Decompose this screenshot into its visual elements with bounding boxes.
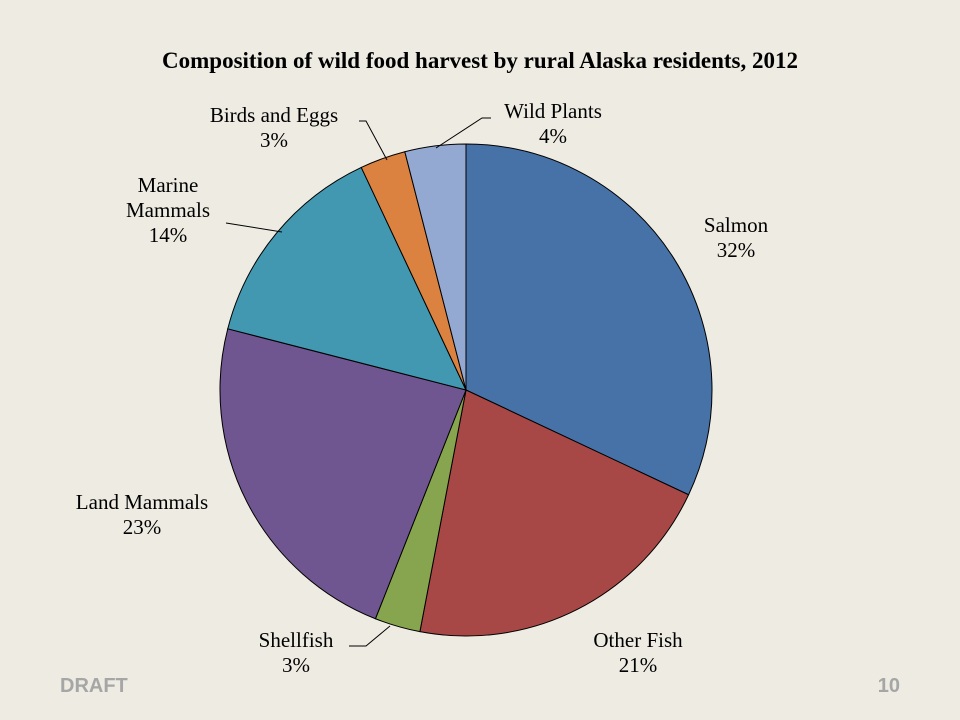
pie-slice-other-fish: [419, 389, 690, 637]
slice-label-marine-mammals: Marine Mammals 14%: [126, 173, 210, 247]
pie-slice-land-mammals: [219, 328, 467, 620]
slice-label-land-mammals: Land Mammals 23%: [76, 490, 208, 539]
slice-label-birds-and-eggs: Birds and Eggs 3%: [210, 103, 338, 152]
leader-line-shellfish: [349, 625, 391, 647]
draft-label: DRAFT: [60, 675, 128, 697]
chart-title: Composition of wild food harvest by rura…: [162, 48, 798, 73]
slice-label-shellfish: Shellfish 3%: [259, 628, 334, 677]
pie-slice-wild-plants: [404, 143, 467, 391]
slice-label-other-fish: Other Fish 21%: [593, 628, 683, 677]
leader-line-marine-mammals: [225, 222, 283, 233]
slice-label-wild-plants: Wild Plants 4%: [504, 99, 602, 148]
pie-slice-marine-mammals: [227, 166, 467, 391]
slice-label-salmon: Salmon 32%: [704, 213, 769, 262]
leader-line-wild-plants: [435, 117, 491, 149]
page-number: 10: [877, 675, 900, 697]
leader-line-birds-and-eggs: [359, 120, 388, 161]
pie-slice-salmon: [465, 143, 713, 496]
